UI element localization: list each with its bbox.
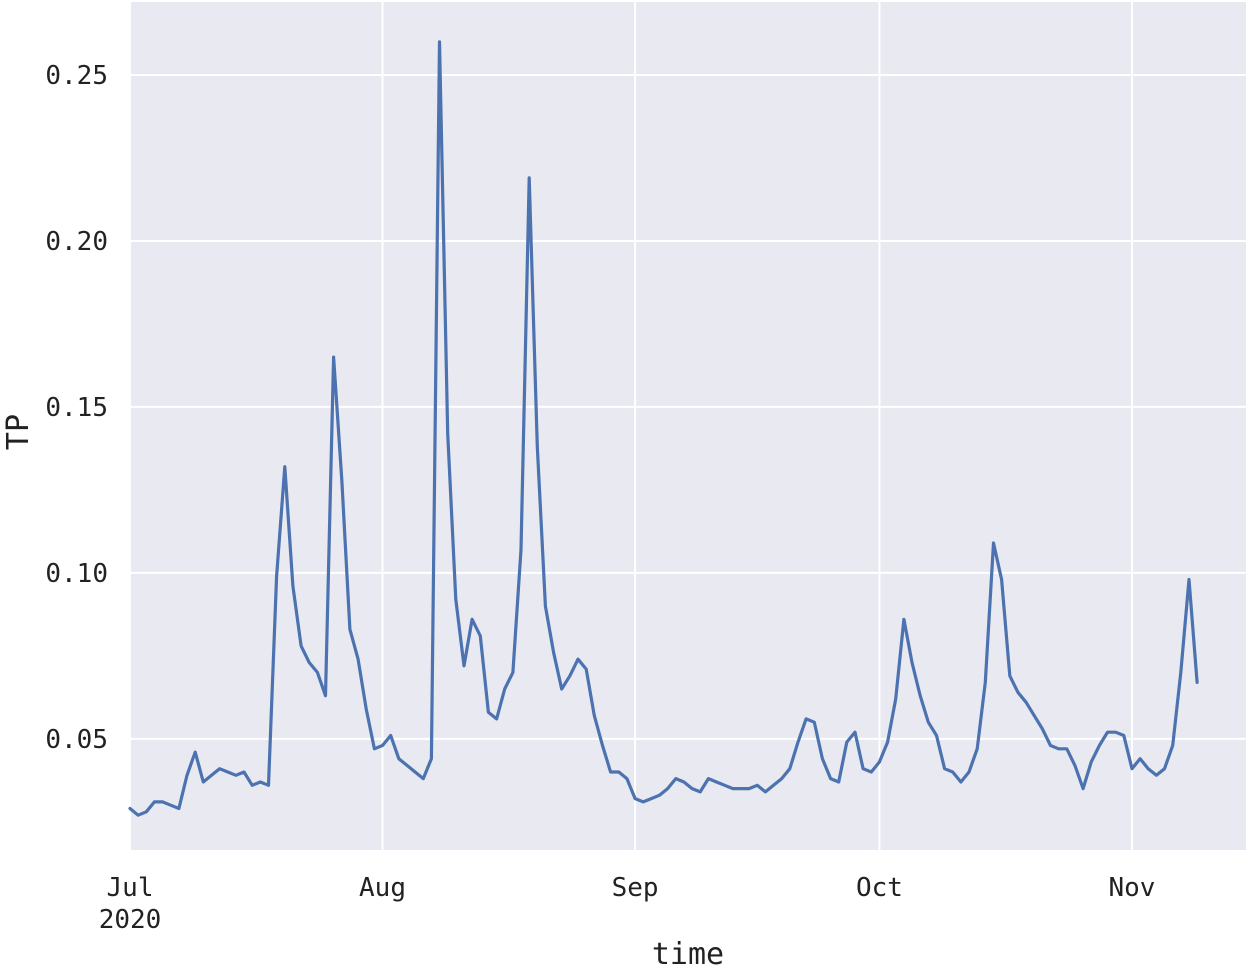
x-tick-sublabel: 2020 [99, 905, 162, 935]
x-tick-label: Aug [359, 873, 406, 903]
gridlines [129, 2, 1246, 850]
plot-area [130, 2, 1246, 850]
y-tick-label: 0.15 [45, 393, 108, 423]
y-tick-label: 0.05 [45, 725, 108, 755]
y-tick-label: 0.20 [45, 227, 108, 257]
x-tick-label: Sep [612, 873, 659, 903]
y-tick-label: 0.10 [45, 559, 108, 589]
series-layer [128, 40, 1199, 817]
x-axis-label: time [652, 937, 724, 970]
series-line [128, 40, 1199, 817]
x-tick-label: Nov [1108, 873, 1155, 903]
y-axis-label: TP [1, 414, 36, 450]
y-axis-ticks: 0.05 0.10 0.15 0.20 0.25 [45, 61, 108, 755]
x-tick-label: Oct [856, 873, 903, 903]
x-tick-label: Jul [107, 873, 154, 903]
y-tick-label: 0.25 [45, 61, 108, 91]
